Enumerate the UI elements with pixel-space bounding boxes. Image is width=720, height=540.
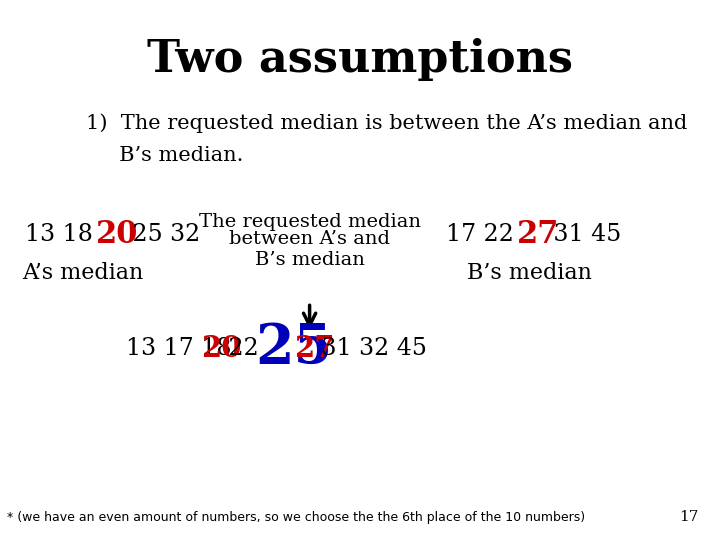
Text: between A’s and: between A’s and [229,230,390,247]
Text: The requested median: The requested median [199,213,420,231]
Text: A’s median: A’s median [22,262,143,284]
Text: * (we have an even amount of numbers, so we choose the the 6th place of the 10 n: * (we have an even amount of numbers, so… [7,511,585,524]
Text: Two assumptions: Two assumptions [147,38,573,81]
Text: B’s median.: B’s median. [86,146,244,165]
Text: 25: 25 [255,321,332,376]
Text: 27: 27 [294,334,334,363]
Text: 20: 20 [201,334,241,363]
Text: 27: 27 [517,219,559,251]
Text: B’s median: B’s median [467,262,592,284]
Text: 13 18: 13 18 [25,224,101,246]
Text: 22: 22 [222,337,266,360]
Text: 25 32: 25 32 [125,224,200,246]
Text: 20: 20 [96,219,138,251]
Text: 13 17 18: 13 17 18 [126,337,239,360]
Text: 17: 17 [679,510,698,524]
Text: 31 32 45: 31 32 45 [315,337,428,360]
Text: 31 45: 31 45 [546,224,621,246]
Text: 1)  The requested median is between the A’s median and: 1) The requested median is between the A… [86,113,688,133]
Text: 17 22: 17 22 [446,224,522,246]
Text: B’s median: B’s median [255,251,364,269]
